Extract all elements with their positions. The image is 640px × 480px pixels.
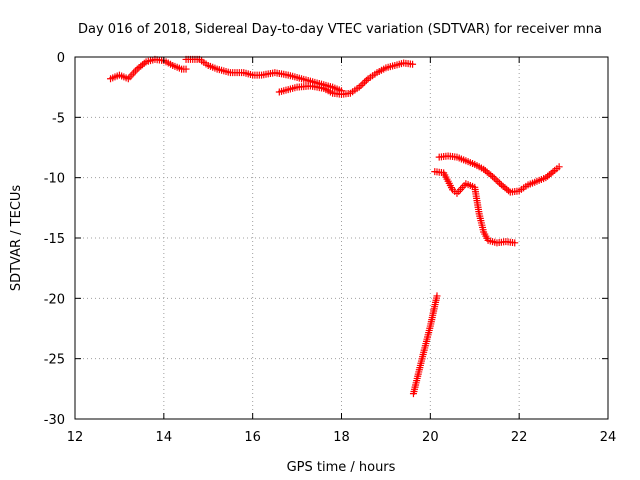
data-marker bbox=[531, 178, 539, 186]
data-marker bbox=[180, 65, 188, 73]
data-series-group bbox=[275, 59, 417, 98]
y-axis-label: SDTVAR / TECUs bbox=[9, 185, 24, 292]
data-marker bbox=[460, 182, 468, 190]
data-series-group bbox=[431, 168, 519, 247]
y-tick-label: -30 bbox=[44, 413, 65, 428]
data-marker bbox=[513, 187, 521, 195]
data-marker bbox=[291, 84, 299, 92]
data-marker bbox=[224, 68, 232, 76]
data-marker bbox=[406, 60, 414, 68]
data-marker bbox=[166, 60, 174, 68]
y-tick-label: -10 bbox=[44, 172, 65, 187]
data-marker bbox=[282, 86, 290, 94]
data-marker bbox=[246, 70, 254, 78]
data-marker bbox=[131, 67, 139, 75]
y-tick-label: 0 bbox=[57, 51, 65, 66]
data-series-group bbox=[409, 292, 441, 398]
x-tick-label: 12 bbox=[67, 430, 84, 445]
chart-title: Day 016 of 2018, Sidereal Day-to-day VTE… bbox=[78, 22, 602, 37]
data-marker bbox=[549, 168, 557, 176]
data-marker bbox=[122, 74, 130, 82]
data-marker bbox=[140, 59, 148, 67]
data-marker bbox=[389, 62, 397, 70]
data-marker bbox=[417, 359, 425, 367]
data-marker bbox=[460, 156, 468, 164]
data-marker bbox=[202, 60, 210, 68]
data-marker bbox=[553, 165, 561, 173]
axis-ticks: 12 14 16 18 20 22 24 0 -5 -10 -15 -20 -25 -30 bbox=[44, 51, 617, 445]
grid-lines bbox=[75, 57, 608, 419]
data-marker bbox=[238, 69, 246, 77]
y-tick-label: -15 bbox=[44, 232, 65, 247]
data-marker bbox=[211, 64, 219, 72]
data-marker bbox=[509, 239, 517, 247]
x-tick-label: 22 bbox=[511, 430, 528, 445]
data-marker bbox=[291, 73, 299, 81]
y-tick-label: -5 bbox=[52, 111, 65, 126]
data-marker bbox=[175, 64, 183, 72]
y-tick-label: -25 bbox=[44, 353, 65, 368]
data-marker bbox=[475, 208, 483, 216]
y-tick-label: -20 bbox=[44, 292, 65, 307]
data-marker bbox=[487, 171, 495, 179]
data-marker bbox=[447, 184, 455, 192]
data-marker bbox=[496, 179, 504, 187]
data-marker bbox=[326, 88, 334, 96]
data-marker bbox=[318, 84, 326, 92]
data-series-group bbox=[435, 152, 563, 196]
data-marker bbox=[505, 187, 513, 195]
data-series-group bbox=[107, 55, 190, 83]
x-tick-label: 24 bbox=[600, 430, 617, 445]
data-marker bbox=[522, 182, 530, 190]
data-marker bbox=[362, 76, 370, 84]
x-tick-label: 16 bbox=[244, 430, 261, 445]
data-marker bbox=[540, 175, 548, 183]
x-tick-label: 14 bbox=[156, 430, 173, 445]
data-marker bbox=[282, 71, 290, 79]
data-marker bbox=[380, 65, 388, 73]
data-marker bbox=[344, 90, 352, 98]
x-tick-label: 18 bbox=[333, 430, 350, 445]
data-series bbox=[107, 55, 563, 398]
data-marker bbox=[353, 85, 361, 93]
data-marker bbox=[477, 164, 485, 172]
x-axis-label: GPS time / hours bbox=[287, 460, 396, 475]
data-marker bbox=[426, 324, 434, 332]
data-marker bbox=[451, 153, 459, 161]
data-marker bbox=[479, 226, 487, 234]
x-tick-label: 20 bbox=[422, 430, 439, 445]
data-marker bbox=[371, 70, 379, 78]
data-marker bbox=[469, 159, 477, 167]
data-marker bbox=[433, 294, 441, 302]
